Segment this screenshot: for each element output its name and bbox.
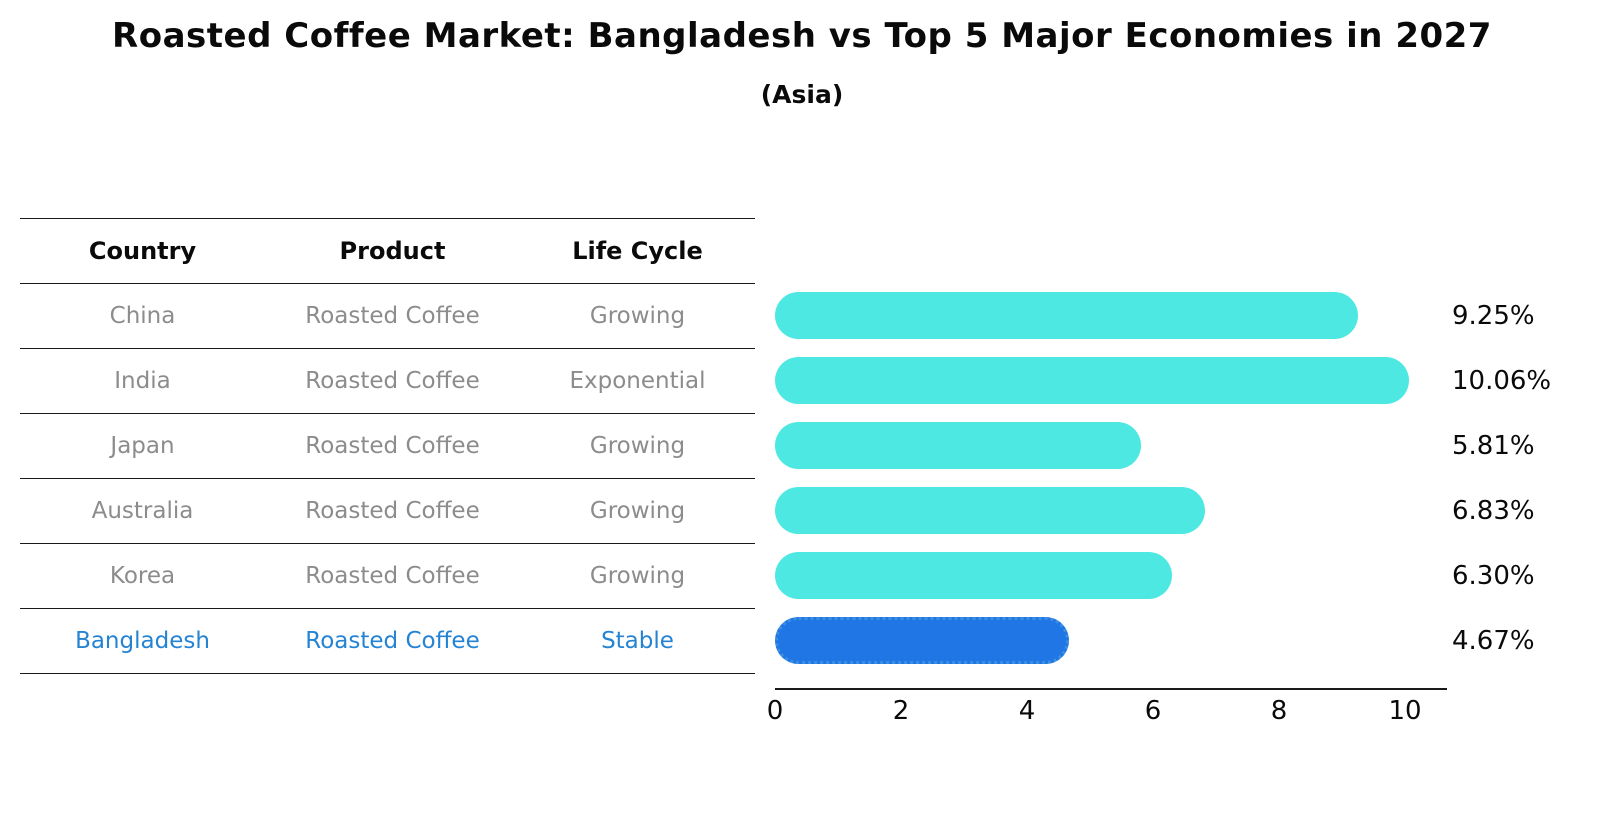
x-tick-label: 4 [1018, 696, 1036, 726]
table-header-cell: Life Cycle [572, 237, 703, 265]
table-cell-product: Roasted Coffee [305, 563, 480, 589]
bar-row: 9.25% [775, 283, 1535, 348]
table-row: Bangladesh Roasted Coffee Stable [20, 609, 755, 674]
chart-subtitle: (Asia) [760, 80, 844, 109]
x-tick-label: 0 [766, 696, 784, 726]
x-tick-label: 8 [1270, 696, 1288, 726]
x-tick-label: 2 [892, 696, 910, 726]
bar-value-label: 10.06% [1452, 365, 1552, 396]
bar-bangladesh-highlight [775, 617, 1070, 664]
table-header-cell: Product [339, 237, 446, 265]
bar-value-label: 4.67% [1452, 625, 1535, 656]
table-row: Korea Roasted Coffee Growing [20, 544, 755, 609]
table-row: Japan Roasted Coffee Growing [20, 414, 755, 479]
table-cell-country: Bangladesh [75, 628, 210, 654]
table-body: China Roasted Coffee Growing India Roasted C… [20, 284, 755, 674]
bar-value-label: 6.83% [1452, 495, 1535, 526]
table-row: Australia Roasted Coffee Growing [20, 479, 755, 544]
table-cell-life-cycle: Stable [601, 628, 674, 654]
bar-value-label: 9.25% [1452, 300, 1535, 331]
table-cell-life-cycle: Growing [589, 433, 686, 459]
bar-value-label: 6.30% [1452, 560, 1535, 591]
table-cell-product: Roasted Coffee [305, 433, 480, 459]
table-cell-product: Roasted Coffee [305, 628, 480, 654]
country-table: Country Product Life Cycle China Roasted Co… [20, 218, 755, 674]
bar-row: 6.30% [775, 543, 1535, 608]
bar-row: 10.06% [775, 348, 1551, 413]
bar-india [775, 357, 1409, 404]
table-cell-country: India [114, 368, 171, 394]
bar-row: 6.83% [775, 478, 1535, 543]
table-header-row: Country Product Life Cycle [20, 218, 755, 284]
table-cell-life-cycle: Exponential [569, 368, 706, 394]
bar-korea [775, 552, 1172, 599]
table-cell-country: Japan [110, 433, 175, 459]
x-tick-label: 10 [1388, 696, 1422, 726]
table-cell-life-cycle: Growing [589, 498, 686, 524]
x-tick-label: 6 [1144, 696, 1162, 726]
table-cell-life-cycle: Growing [589, 303, 686, 329]
table-cell-country: China [109, 303, 176, 329]
table-cell-product: Roasted Coffee [305, 368, 480, 394]
x-axis-line [775, 688, 1447, 690]
table-header-cell: Country [88, 237, 197, 265]
table-cell-product: Roasted Coffee [305, 498, 480, 524]
table-cell-product: Roasted Coffee [305, 303, 480, 329]
table-row: India Roasted Coffee Exponential [20, 349, 755, 414]
chart-title: Roasted Coffee Market: Bangladesh vs Top… [112, 16, 1492, 56]
table-cell-life-cycle: Growing [589, 563, 686, 589]
bar-china [775, 292, 1358, 339]
bar-australia [775, 487, 1206, 534]
bar-plot: 9.25% 10.06% 5.81% 6.83% 6.30% 4.67% 0 2 4 6 8 10 [767, 283, 1585, 743]
bar-row: 4.67% [775, 608, 1535, 673]
table-cell-country: Korea [109, 563, 176, 589]
bar-value-label: 5.81% [1452, 430, 1535, 461]
table-cell-country: Australia [91, 498, 194, 524]
bar-row: 5.81% [775, 413, 1535, 478]
table-row: China Roasted Coffee Growing [20, 284, 755, 349]
bar-japan [775, 422, 1142, 469]
